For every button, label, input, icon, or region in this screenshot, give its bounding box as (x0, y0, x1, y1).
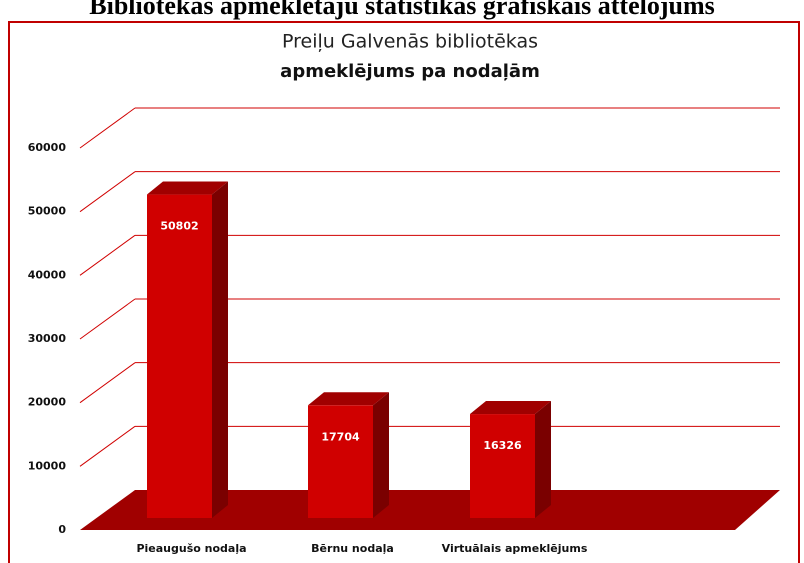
bar (308, 405, 373, 518)
bar-top (308, 392, 389, 406)
grid-line (79, 425, 136, 467)
grid-line (79, 362, 136, 404)
y-tick-label: 10000 (28, 459, 67, 472)
y-tick-label: 60000 (28, 141, 67, 154)
chart-title: Preiļu Galvenās bibliotēkas (282, 31, 538, 53)
bar-top (470, 401, 551, 415)
value-label: 16326 (483, 439, 522, 452)
grid-line (79, 171, 136, 213)
bar-top (147, 181, 228, 195)
y-tick-label: 20000 (28, 396, 67, 409)
floor (80, 490, 780, 530)
bar-side (212, 181, 228, 518)
bar (147, 194, 212, 518)
chart-subtitle: apmeklējums pa nodaļām (280, 61, 540, 82)
grid-line (79, 234, 136, 276)
chart-frame (8, 21, 800, 563)
x-tick-label: Virtuālais apmeklējums (442, 542, 588, 555)
value-label: 50802 (160, 220, 198, 233)
bar (470, 414, 535, 518)
bar-side (373, 392, 389, 518)
grid-line (79, 298, 136, 340)
y-tick-label: 30000 (28, 332, 67, 345)
grid-line (79, 107, 136, 149)
value-label: 17704 (321, 430, 360, 443)
y-tick-label: 40000 (28, 268, 67, 281)
y-tick-label: 0 (58, 523, 66, 536)
x-tick-label: Bērnu nodaļa (311, 542, 394, 555)
y-tick-label: 50000 (28, 205, 67, 218)
x-tick-label: Pieaugušo nodaļa (136, 542, 246, 555)
bar-side (535, 401, 551, 518)
page-heading: Bibliotēkas apmeklētāju statistikas graf… (89, 0, 714, 20)
